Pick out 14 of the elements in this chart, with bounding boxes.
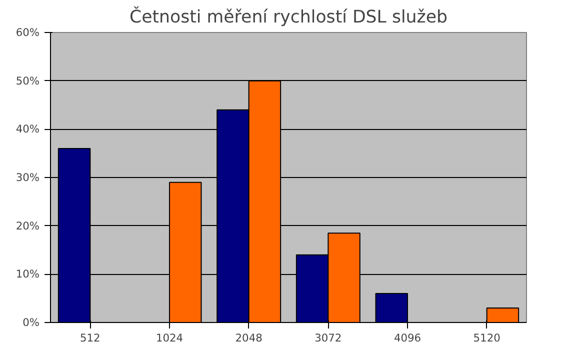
x-tick-label: 4096 <box>394 332 422 344</box>
y-tick-label: 40% <box>16 122 40 136</box>
y-tick-label: 10% <box>16 268 40 281</box>
y-tick-label: 60% <box>16 26 40 39</box>
y-tick-label: 20% <box>16 219 40 232</box>
x-tick-label: 1024 <box>156 332 184 344</box>
x-tick-label: 2048 <box>235 332 263 344</box>
chart-title: Četnosti měření rychlostí DSL služeb <box>129 6 448 28</box>
y-tick-label: 50% <box>16 74 40 88</box>
x-tick-label: 3072 <box>314 332 342 344</box>
y-tick-label: 0% <box>22 316 40 329</box>
x-tick-label: 512 <box>80 332 100 344</box>
y-tick-label: 30% <box>16 171 40 184</box>
x-tick-label: 5120 <box>473 332 501 344</box>
